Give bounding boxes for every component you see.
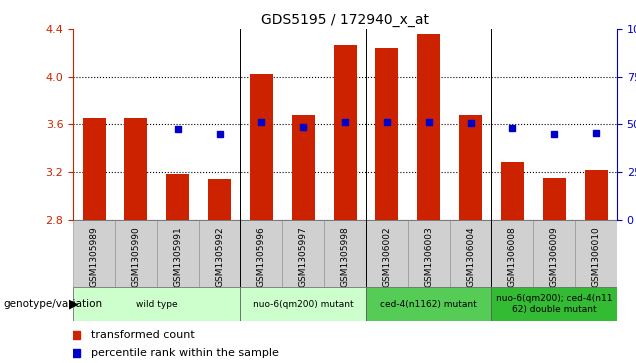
Bar [250,74,273,220]
Text: GSM1306002: GSM1306002 [382,227,391,287]
Bar [157,220,198,287]
Text: ▶: ▶ [69,298,78,310]
Text: nuo-6(qm200) mutant: nuo-6(qm200) mutant [253,299,354,309]
Text: GSM1306008: GSM1306008 [508,227,517,287]
Bar [166,174,190,220]
Text: GSM1305998: GSM1305998 [340,227,350,287]
Text: percentile rank within the sample: percentile rank within the sample [91,348,279,358]
Text: nuo-6(qm200); ced-4(n11
62) double mutant: nuo-6(qm200); ced-4(n11 62) double mutan… [496,294,612,314]
Title: GDS5195 / 172940_x_at: GDS5195 / 172940_x_at [261,13,429,26]
Bar [417,34,440,220]
Bar [292,115,315,220]
Bar [584,170,607,220]
Bar [366,287,492,321]
Text: GSM1306009: GSM1306009 [550,227,558,287]
Text: GSM1305989: GSM1305989 [90,227,99,287]
Bar [450,220,492,287]
Text: GSM1306003: GSM1306003 [424,227,433,287]
Bar [543,178,565,220]
Bar [575,220,617,287]
Text: wild type: wild type [136,299,177,309]
Bar [208,179,231,220]
Text: GSM1306010: GSM1306010 [591,227,600,287]
Bar [125,118,148,220]
Bar [366,220,408,287]
Text: GSM1306004: GSM1306004 [466,227,475,287]
Bar [324,220,366,287]
Text: GSM1305990: GSM1305990 [132,227,141,287]
Bar [240,287,366,321]
Text: GSM1305992: GSM1305992 [215,227,224,287]
Bar [408,220,450,287]
Text: GSM1305996: GSM1305996 [257,227,266,287]
Text: ced-4(n1162) mutant: ced-4(n1162) mutant [380,299,477,309]
Text: GSM1305991: GSM1305991 [173,227,182,287]
Bar [333,45,357,220]
Bar [492,220,533,287]
Bar [501,163,524,220]
Bar [83,118,106,220]
Bar [240,220,282,287]
Bar [459,115,482,220]
Bar [492,287,617,321]
Text: GSM1305997: GSM1305997 [299,227,308,287]
Text: genotype/variation: genotype/variation [3,299,102,309]
Text: transformed count: transformed count [91,330,195,340]
Bar [375,48,398,220]
Bar [73,220,115,287]
Bar [73,287,240,321]
Bar [282,220,324,287]
Bar [533,220,575,287]
Bar [198,220,240,287]
Bar [115,220,157,287]
